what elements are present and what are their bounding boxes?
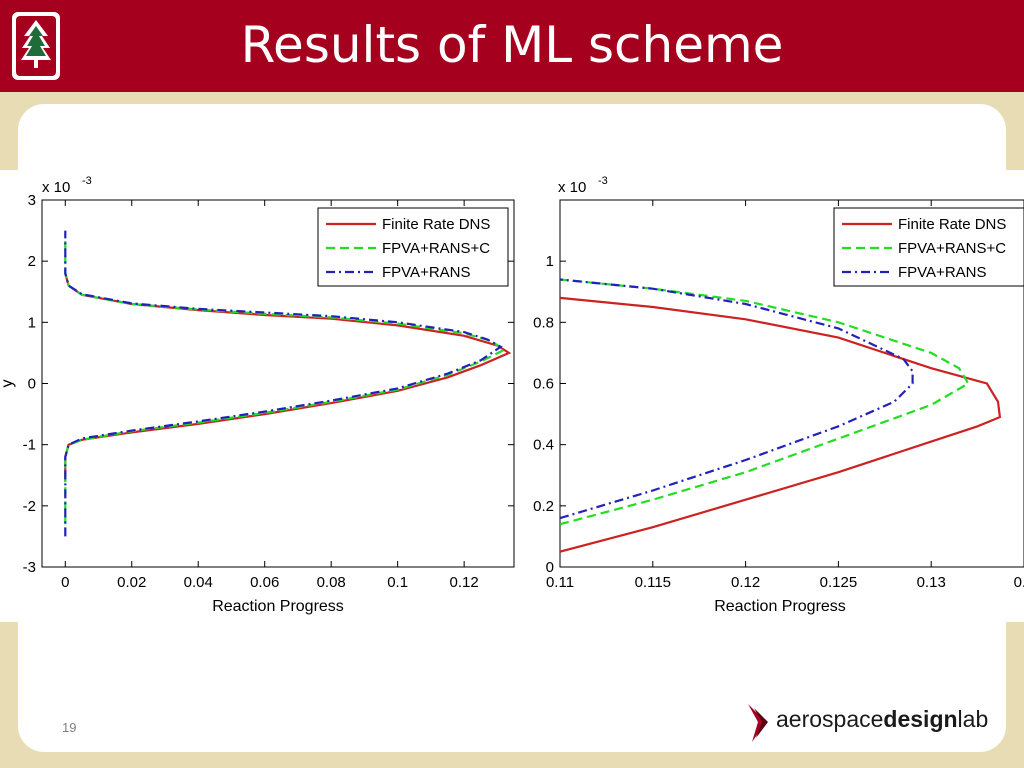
footer-brand-part2: design	[883, 706, 958, 732]
chart2-y-tick-label: 0.6	[533, 376, 554, 393]
chart1-y-tick-label: 0	[28, 376, 36, 393]
title-bar: Results of ML scheme	[0, 0, 1024, 92]
chart1-series-3-line	[64, 230, 503, 537]
chart2-y-multiplier-exponent: -3	[598, 175, 608, 187]
charts-svg: 0 0.02 0.04 0.06 0.08 0.1 0.12 -3 -2 -1 0 1 2 3 x 10 -3…	[0, 175, 1024, 615]
chart1-y-multiplier: x 10	[42, 179, 70, 196]
chart2-y-tick-label: 0.2	[533, 498, 554, 515]
chart1-y-tick-label: 1	[28, 314, 36, 331]
chart2-x-axis-label: Reaction Progress	[714, 598, 846, 615]
chart1-x-tick-label: 0	[61, 574, 69, 591]
chart1-y-axis-label: y	[0, 380, 16, 388]
stanford-tree-s-logo	[12, 12, 60, 80]
chart1-x-tick-label: 0.12	[450, 574, 479, 591]
chart2-x-tick-label: 0.115	[635, 574, 671, 591]
chart1-legend-label: FPVA+RANS+C	[382, 240, 490, 257]
chart2-x-tick-label: 0.125	[820, 574, 858, 591]
chart2-y-multiplier: x 10	[558, 179, 586, 196]
footer-brand-part3: lab	[957, 706, 989, 732]
chart1-x-tick-label: 0.06	[250, 574, 279, 591]
red-arrow-logo	[748, 704, 768, 742]
chart2-y-tick-label: 0	[546, 559, 554, 576]
chart2-series-2-line	[560, 278, 970, 526]
chart2-x-tick-label: 0.1	[1014, 574, 1024, 591]
chart2-x-tick-label: 0.12	[731, 574, 760, 591]
chart2-legend-label: FPVA+RANS	[898, 264, 987, 281]
chart1-legend-label: FPVA+RANS	[382, 264, 471, 281]
chart1-y-tick-label: 2	[28, 253, 36, 270]
chart1-y-tick-label: -1	[23, 437, 36, 454]
slide-number: 19	[62, 720, 77, 735]
chart1-y-tick-label: 3	[28, 192, 36, 209]
chart2-series-1-line	[560, 296, 1002, 553]
chart1-x-tick-label: 0.04	[184, 574, 213, 591]
charts-figure: 0 0.02 0.04 0.06 0.08 0.1 0.12 -3 -2 -1 0 1 2 3 x 10 -3…	[0, 170, 1024, 622]
chart1-y-multiplier-exponent: -3	[82, 175, 92, 187]
chart2-y-tick-label: 0.8	[533, 314, 554, 331]
chart1-x-axis-label: Reaction Progress	[212, 598, 344, 615]
chart1-x-tick-label: 0.08	[317, 574, 346, 591]
chart1-x-tick-label: 0.02	[117, 574, 146, 591]
chart1-legend-label: Finite Rate DNS	[382, 216, 490, 233]
chart2-y-tick-label: 0.4	[533, 437, 554, 454]
chart1-x-tick-label: 0.1	[387, 574, 408, 591]
footer-brand-part1: aerospace	[776, 706, 884, 732]
chart2-legend-label: FPVA+RANS+C	[898, 240, 1006, 257]
footer-brand: aerospacedesignlab	[776, 706, 988, 733]
chart2-x-tick-label: 0.13	[917, 574, 946, 591]
slide-title: Results of ML scheme	[240, 16, 784, 74]
chart2-x-tick-label: 0.11	[546, 574, 574, 591]
chart2-legend-label: Finite Rate DNS	[898, 216, 1006, 233]
chart2-y-tick-label: 1	[546, 253, 554, 270]
chart1-y-tick-label: -3	[23, 559, 36, 576]
chart2-series-3-line	[560, 278, 914, 520]
chart1-y-tick-label: -2	[23, 498, 36, 515]
chart1-series-1-line	[64, 273, 512, 482]
